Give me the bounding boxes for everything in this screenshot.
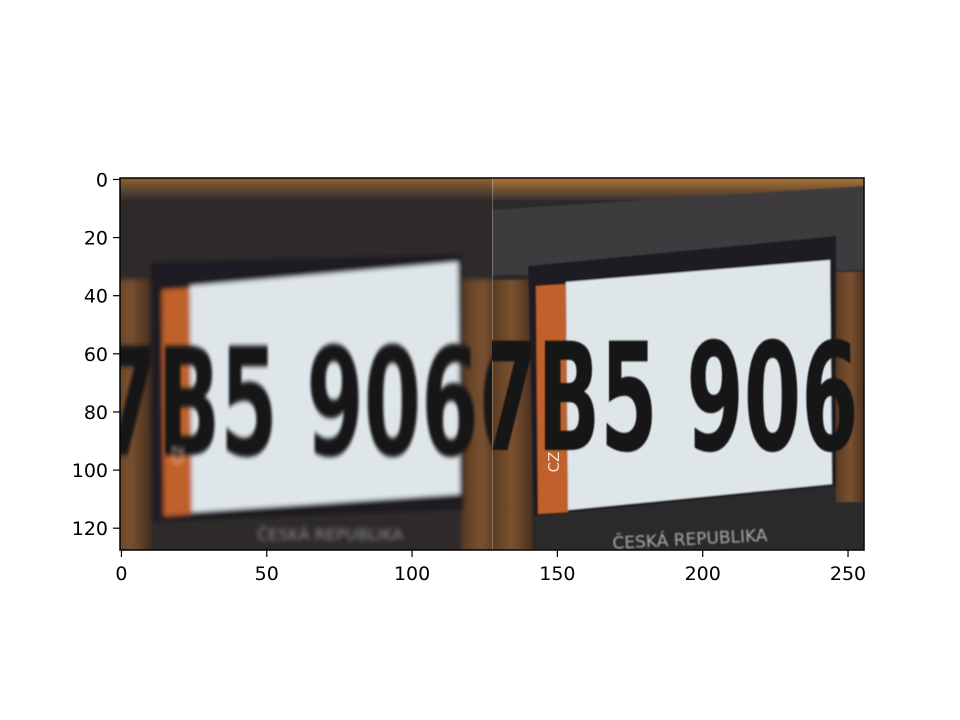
plate-text-right: 7B5 9066 xyxy=(480,311,916,486)
x-tick-label: 0 xyxy=(115,563,127,585)
y-tick-label: 100 xyxy=(72,460,108,482)
bottom-text-left: ČESKÁ REPUBLIKA xyxy=(257,525,403,544)
x-tick-label: 100 xyxy=(394,563,430,585)
country-code-right: CZ xyxy=(545,452,563,473)
panel-low-resolution: 7B5 9066 CZ ČESKÁ REPUBLIKA xyxy=(100,178,536,550)
plate-text-left: 7B5 9066 xyxy=(100,316,536,491)
panel-high-resolution: 7B5 9066 CZ ČESKÁ REPUBLIKA xyxy=(480,178,916,550)
y-tick-label: 40 xyxy=(84,286,108,308)
y-axis: 0 20 40 60 80 100 120 xyxy=(72,169,120,540)
x-tick-label: 150 xyxy=(539,563,575,585)
x-axis: 0 50 100 150 200 250 xyxy=(115,550,866,585)
y-tick-label: 80 xyxy=(84,402,108,424)
y-tick-label: 120 xyxy=(72,518,108,540)
y-tick-label: 60 xyxy=(84,344,108,366)
x-tick-label: 200 xyxy=(685,563,721,585)
axes-frame xyxy=(119,177,865,551)
y-tick-label: 0 xyxy=(96,169,108,191)
x-tick-label: 50 xyxy=(255,563,279,585)
x-tick-label: 250 xyxy=(830,563,866,585)
y-tick-label: 20 xyxy=(84,228,108,250)
country-code-left: CZ xyxy=(171,445,187,464)
